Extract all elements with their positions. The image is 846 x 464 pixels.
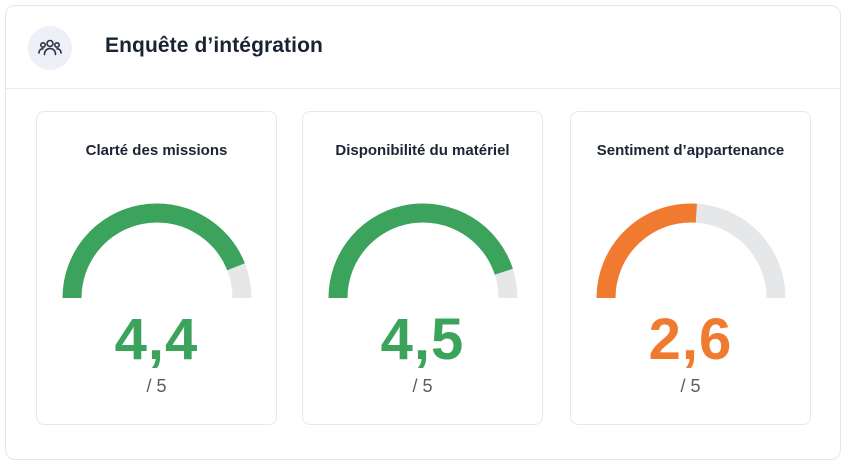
card-title: Clarté des missions: [85, 142, 228, 159]
panel-header: Enquête d’intégration: [6, 6, 840, 89]
score-value: 2,6: [648, 307, 733, 372]
gauge: [62, 203, 252, 299]
gauge: [596, 203, 786, 299]
metric-card-clarte: Clarté des missions 4,4 / 5: [36, 111, 277, 425]
users-group-icon: [28, 26, 72, 70]
metric-card-appartenance: Sentiment d’appartenance 2,6 / 5: [570, 111, 811, 425]
card-title: Sentiment d’appartenance: [596, 142, 785, 159]
gauge-fill: [596, 203, 697, 299]
metric-card-materiel: Disponibilité du matériel 4,5 / 5: [302, 111, 543, 425]
gauge-fill: [62, 203, 245, 299]
card-title: Disponibilité du matériel: [335, 142, 510, 159]
score-value: 4,4: [114, 307, 199, 372]
score-max: / 5: [146, 376, 167, 396]
gauge: [328, 203, 518, 299]
page-title: Enquête d’intégration: [105, 34, 323, 57]
survey-panel: Enquête d’intégration Clarté des mission…: [5, 5, 841, 460]
gauge-fill: [328, 203, 513, 299]
score-value: 4,5: [380, 307, 465, 372]
score-max: / 5: [412, 376, 433, 396]
score-max: / 5: [680, 376, 701, 396]
